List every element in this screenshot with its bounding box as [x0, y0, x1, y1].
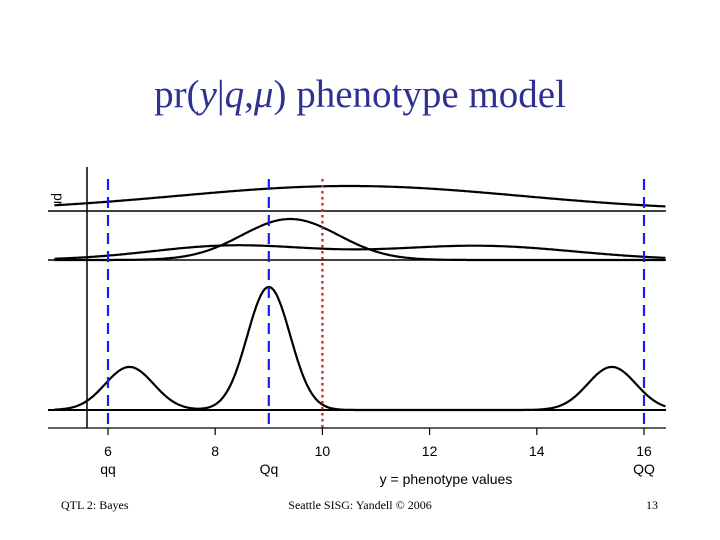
footer-slide-number: 13 [646, 498, 658, 512]
title-var-y: y [199, 73, 217, 116]
title-prefix: pr( [154, 73, 200, 116]
x-tick-label-10: 10 [315, 443, 331, 459]
title-suffix: ) phenotype model [273, 73, 566, 116]
x-tick-label-16: 16 [636, 443, 652, 459]
title-var-mu: μ [253, 73, 274, 116]
x-tick-label-6: 6 [104, 443, 112, 459]
density-curve-middle-0 [54, 217, 666, 262]
genotype-label-Qq: Qq [260, 461, 279, 477]
genotype-label-QQ: QQ [633, 461, 655, 477]
title-bar: | [216, 73, 225, 116]
density-curve-top-0 [54, 184, 666, 208]
density-curve-middle-1 [54, 244, 666, 260]
x-tick-label-14: 14 [529, 443, 545, 459]
x-tick-label-8: 8 [211, 443, 219, 459]
title-comma: , [244, 73, 254, 116]
title-var-q: q [224, 73, 245, 116]
footer-presenter: Seattle SISG: Yandell © 2006 [288, 498, 432, 512]
x-axis-label: y = phenotype values [380, 471, 513, 487]
footer-course: QTL 2: Bayes [61, 498, 129, 512]
genotype-label-qq: qq [100, 461, 116, 477]
slide-title: pr(y|q,μ) phenotype model [0, 72, 720, 117]
side-label: pr [51, 193, 67, 206]
density-curve-bottom-0 [54, 285, 666, 412]
x-tick-label-12: 12 [422, 443, 438, 459]
